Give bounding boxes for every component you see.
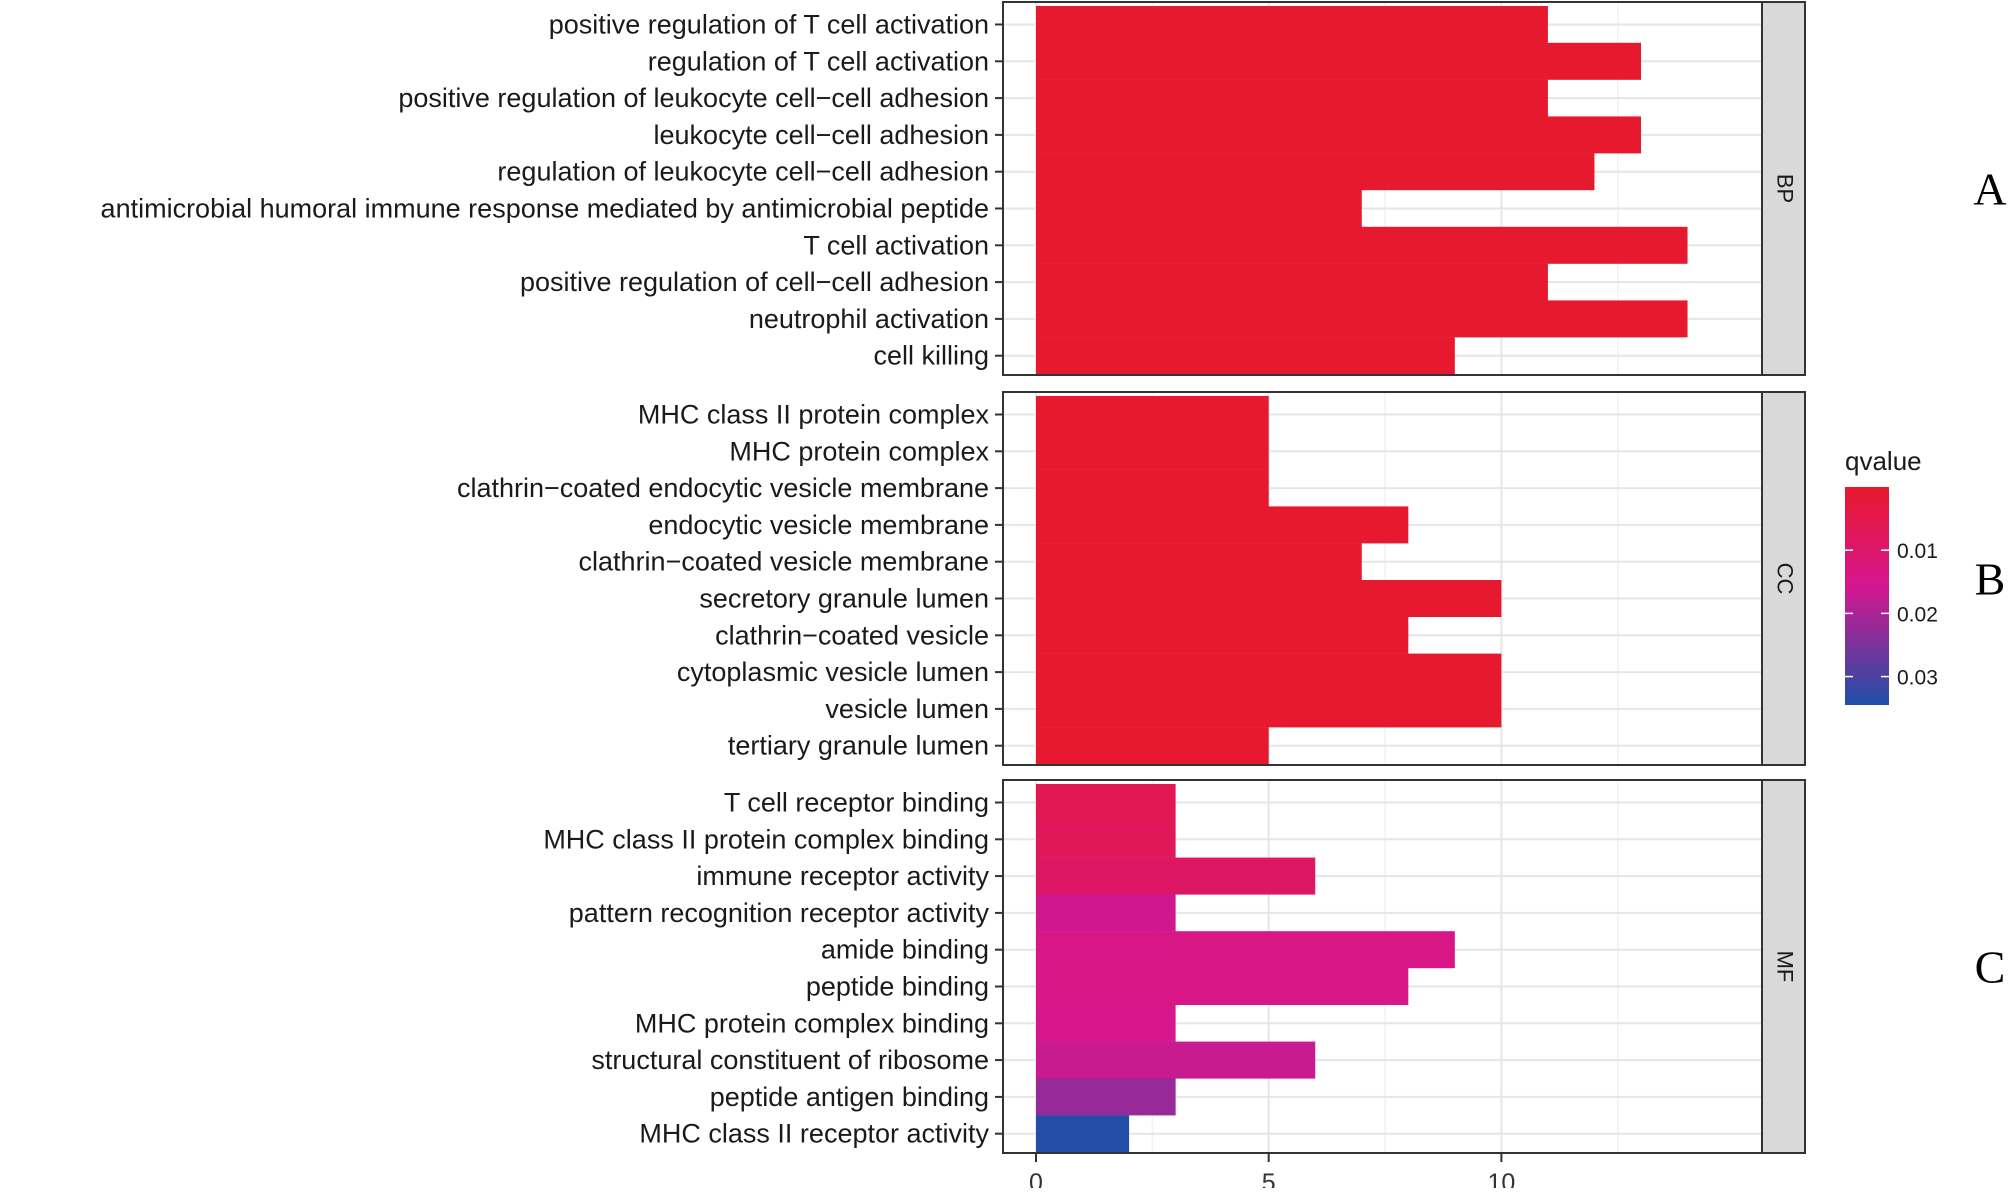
bar	[1036, 226, 1688, 264]
category-label: positive regulation of T cell activation	[549, 10, 989, 40]
panel-mf: T cell receptor binding MHC class II prot…	[543, 779, 1806, 1154]
bar	[1036, 616, 1409, 654]
bar	[1036, 784, 1176, 821]
panel-letter: A	[1973, 164, 2006, 215]
category-label: tertiary granule lumen	[728, 731, 989, 761]
panel-bp: positive regulation of T cell activation…	[101, 1, 1806, 376]
category-label: antimicrobial humoral immune response me…	[101, 194, 989, 224]
category-label: MHC protein complex binding	[635, 1008, 989, 1038]
bar	[1036, 432, 1269, 470]
x-tick-label: 10	[1487, 1169, 1515, 1188]
bar	[1036, 1004, 1176, 1042]
category-label: positive regulation of cell−cell adhesio…	[520, 267, 989, 297]
category-label: clathrin−coated vesicle membrane	[579, 547, 989, 577]
category-label: positive regulation of leukocyte cell−ce…	[398, 83, 989, 113]
category-label: leukocyte cell−cell adhesion	[654, 120, 989, 150]
bar	[1036, 690, 1502, 728]
panel-cc: MHC class II protein complex MHC protein …	[457, 391, 1806, 766]
bar	[1036, 396, 1269, 433]
category-label: T cell activation	[803, 230, 989, 260]
category-label: regulation of leukocyte cell−cell adhesi…	[497, 157, 989, 187]
category-label: structural constituent of ribosome	[591, 1045, 989, 1075]
panel-letter: C	[1975, 942, 2006, 993]
bar	[1036, 42, 1641, 80]
bar	[1036, 190, 1362, 227]
bar	[1036, 263, 1548, 301]
legend-title: qvalue	[1845, 446, 1922, 476]
category-label: cell killing	[873, 341, 989, 371]
category-label: pattern recognition receptor activity	[569, 898, 990, 928]
facet-strip	[1761, 779, 1806, 1154]
bar	[1036, 337, 1455, 375]
bar	[1036, 894, 1176, 932]
bar	[1036, 469, 1269, 507]
bar	[1036, 153, 1595, 191]
legend-tick-label: 0.03	[1897, 667, 1938, 690]
bar	[1036, 931, 1455, 969]
category-label: secretory granule lumen	[699, 584, 989, 614]
category-label: vesicle lumen	[825, 694, 989, 724]
x-axis: 0 5 10	[1029, 1153, 1515, 1193]
bar	[1036, 506, 1409, 544]
category-label: MHC class II protein complex binding	[543, 824, 989, 854]
legend-tick-label: 0.01	[1897, 540, 1938, 563]
qvalue-legend: qvalue 0.01 0.02 0.03	[1845, 446, 1938, 705]
panel-letter: B	[1975, 554, 2006, 605]
facet-strip	[1761, 391, 1806, 766]
bar	[1036, 79, 1548, 117]
facet-label: CC	[1773, 563, 1798, 595]
bar	[1036, 653, 1502, 691]
bar	[1036, 6, 1548, 43]
category-label: MHC protein complex	[729, 436, 989, 466]
facet-strip	[1761, 1, 1806, 376]
category-label: immune receptor activity	[696, 861, 989, 891]
legend-tick-label: 0.02	[1897, 603, 1938, 626]
category-label: MHC class II receptor activity	[639, 1119, 989, 1149]
panel-letters: A B C	[1973, 164, 2006, 993]
category-label: MHC class II protein complex	[638, 400, 990, 430]
category-label: T cell receptor binding	[724, 788, 989, 818]
category-label: amide binding	[821, 935, 989, 965]
bar	[1036, 1115, 1130, 1153]
category-label: peptide antigen binding	[710, 1082, 989, 1112]
legend-colorbar	[1845, 487, 1889, 705]
bar	[1036, 543, 1362, 581]
category-label: cytoplasmic vesicle lumen	[677, 657, 989, 687]
x-tick-label: 0	[1029, 1169, 1043, 1188]
bar	[1036, 1078, 1176, 1116]
category-label: clathrin−coated vesicle	[715, 620, 989, 650]
category-label: peptide binding	[806, 972, 989, 1002]
category-label: regulation of T cell activation	[648, 46, 989, 76]
bar	[1036, 968, 1409, 1005]
category-label: neutrophil activation	[749, 304, 989, 334]
facet-label: MF	[1773, 951, 1798, 983]
bar	[1036, 116, 1641, 154]
bar	[1036, 1041, 1316, 1079]
facet-panels: positive regulation of T cell activation…	[101, 1, 1806, 1154]
category-label: clathrin−coated endocytic vesicle membra…	[457, 473, 989, 503]
facet-label: BP	[1773, 174, 1798, 203]
bar	[1036, 580, 1502, 617]
bar	[1036, 300, 1688, 338]
category-label: endocytic vesicle membrane	[648, 510, 989, 540]
bar	[1036, 857, 1316, 895]
bar	[1036, 727, 1269, 765]
x-tick-label: 5	[1262, 1169, 1276, 1188]
bar	[1036, 820, 1176, 858]
